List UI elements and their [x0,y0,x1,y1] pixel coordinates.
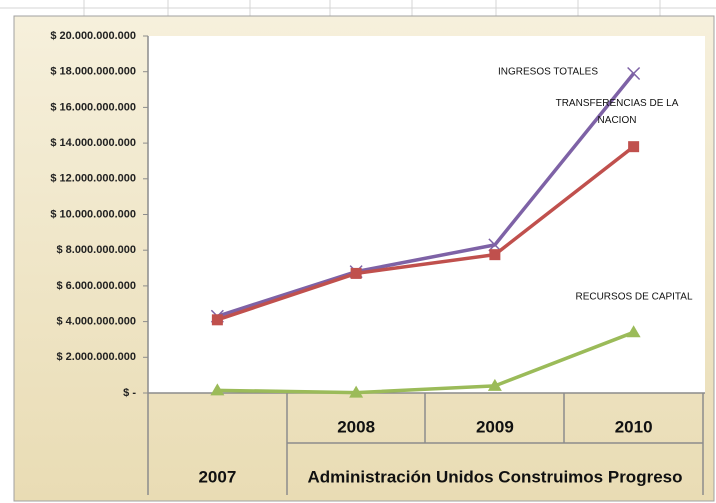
marker [489,249,501,261]
series-label: TRANSFERENCIAS DE LA NACION [556,98,679,126]
y-tick-label: $ 20.000.000.000 [50,30,136,42]
y-tick-label: $ 18.000.000.000 [50,66,136,78]
y-tick-label: $ - [123,387,136,399]
series-label: INGRESOS TOTALES [498,67,598,78]
series-line [216,72,635,318]
x-tick-label: 2009 [476,417,514,436]
x-tick-label: 2010 [615,417,653,436]
series-line [216,145,635,322]
y-tick-label: $ 2.000.000.000 [56,351,136,363]
marker [350,267,362,279]
marker [626,325,641,338]
marker [211,314,223,326]
marker [210,383,225,396]
y-tick-label: $ 6.000.000.000 [56,280,136,292]
y-tick-label: $ 14.000.000.000 [50,137,136,149]
category-group-label: Administración Unidos Construimos Progre… [308,467,683,486]
axis-lines [147,36,705,495]
marker [487,378,502,391]
y-tick-label: $ 8.000.000.000 [56,244,136,256]
plot-area [148,36,705,393]
marker [488,238,502,252]
y-tick-label: $ 4.000.000.000 [56,316,136,328]
y-tick-label: $ 16.000.000.000 [50,101,136,113]
x-tick-label: 2008 [337,417,375,436]
marker [627,66,641,81]
series-label: RECURSOS DE CAPITAL [575,292,692,303]
x-tick-label: 2007 [198,467,236,486]
y-tick-label: $ 12.000.000.000 [50,173,136,185]
series-line [217,330,635,395]
marker [628,141,640,153]
marker [349,385,364,398]
y-tick-label: $ 10.000.000.000 [50,208,136,220]
